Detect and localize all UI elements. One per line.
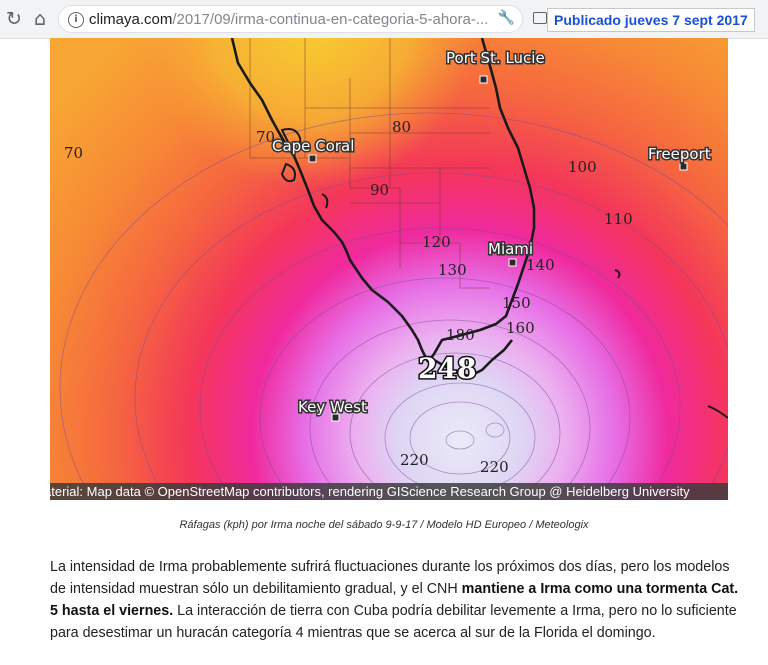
contour-label-90: 90 xyxy=(370,181,389,199)
published-date-badge: Publicado jueves 7 sept 2017 xyxy=(547,8,755,32)
article-bold-text: mantiene a Irma como una tormenta Cat. 5… xyxy=(50,581,739,619)
contour-label-120: 120 xyxy=(422,233,451,251)
url-path: /2017/09/irma-continua-en-categoria-5-ah… xyxy=(172,11,489,28)
contour-label-110: 110 xyxy=(604,210,633,228)
article-text-1: La intensidad de Irma probablemente sufr… xyxy=(50,559,730,597)
contour-label-180: 180 xyxy=(446,326,475,344)
figure-caption: Ráfagas (kph) por Irma noche del sábado … xyxy=(179,519,589,531)
place-label-freeport: Freeport xyxy=(648,145,711,163)
contour-label-130: 130 xyxy=(438,261,467,279)
place-label-port-st-lucie: Port St. Lucie xyxy=(446,49,545,67)
map-attribution: aterial: Map data © OpenStreetMap contri… xyxy=(50,483,728,500)
wrench-icon[interactable]: 🔧 xyxy=(497,10,515,26)
contour-label-220-west: 220 xyxy=(400,451,429,469)
contour-label-70-north: 70 xyxy=(256,128,275,146)
place-label-miami: Miami xyxy=(488,240,533,258)
address-bar[interactable]: i climaya.com/2017/09/irma-continua-en-c… xyxy=(58,5,523,33)
article-paragraph: La intensidad de Irma probablemente sufr… xyxy=(50,556,740,644)
place-label-cape-coral: Cape Coral xyxy=(272,137,354,155)
map-svg: Port St. Lucie Cape Coral Freeport Miami… xyxy=(50,38,728,500)
url-domain: climaya.com xyxy=(89,11,173,28)
article-text-2: La interacción de tierra con Cuba podría… xyxy=(50,603,737,641)
contour-label-140: 140 xyxy=(526,256,555,274)
cast-icon[interactable] xyxy=(533,12,547,24)
url-text[interactable]: climaya.com/2017/09/irma-continua-en-cat… xyxy=(89,11,489,28)
peak-gust-label: 248 xyxy=(418,352,476,385)
wind-gust-map: Port St. Lucie Cape Coral Freeport Miami… xyxy=(50,38,728,500)
contour-label-150: 150 xyxy=(502,294,531,312)
home-icon[interactable]: ⌂ xyxy=(33,8,47,30)
contour-label-80: 80 xyxy=(392,118,411,136)
reload-icon[interactable]: ↻ xyxy=(6,8,22,30)
browser-toolbar: ↻ ⌂ i climaya.com/2017/09/irma-continua-… xyxy=(0,0,768,39)
contour-label-70-west: 70 xyxy=(64,144,83,162)
info-icon[interactable]: i xyxy=(68,12,84,28)
contour-label-100: 100 xyxy=(568,158,597,176)
contour-label-220-east: 220 xyxy=(480,458,509,476)
contour-label-160: 160 xyxy=(506,319,535,337)
place-label-key-west: Key West xyxy=(298,398,367,416)
